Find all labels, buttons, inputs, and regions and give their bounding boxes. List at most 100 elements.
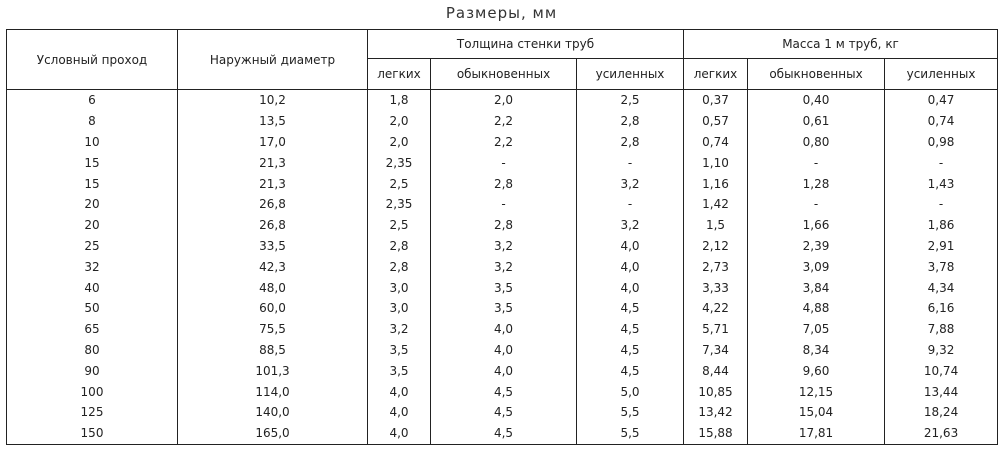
header-outer-diameter: Наружный диаметр xyxy=(177,29,368,90)
table-row: 6 10,2 1,8 2,0 2,5 0,37 0,40 0,47 xyxy=(6,89,999,111)
cell-outer-diameter: 48,0 xyxy=(177,277,368,298)
cell-wall-reinforced: 5,5 xyxy=(575,422,685,445)
cell-nominal-bore: 15 xyxy=(6,152,178,174)
cell-outer-diameter: 165,0 xyxy=(177,422,368,445)
cell-nominal-bore: 8 xyxy=(6,110,178,132)
cell-wall-ordinary: 2,8 xyxy=(430,173,577,194)
cell-nominal-bore: 32 xyxy=(6,256,178,278)
cell-outer-diameter: 101,3 xyxy=(177,360,368,382)
cell-mass-reinforced: 0,98 xyxy=(884,131,999,153)
cell-mass-ordinary: 12,15 xyxy=(747,381,886,402)
cell-mass-reinforced: 2,91 xyxy=(884,235,999,257)
cell-wall-light: 3,2 xyxy=(367,318,431,340)
cell-wall-light: 1,8 xyxy=(367,89,431,111)
cell-nominal-bore: 6 xyxy=(6,89,178,111)
cell-nominal-bore: 50 xyxy=(6,297,178,319)
cell-mass-light: 0,37 xyxy=(683,89,749,111)
cell-wall-reinforced: 5,5 xyxy=(575,401,685,423)
cell-wall-reinforced: 3,2 xyxy=(575,214,685,236)
subheader-mass-reinforced: усиленных xyxy=(884,58,999,90)
cell-mass-light: 0,74 xyxy=(683,131,749,153)
cell-mass-light: 1,10 xyxy=(683,152,749,174)
header-mass-per-meter: Масса 1 м труб, кг xyxy=(683,29,999,59)
cell-mass-ordinary: 7,05 xyxy=(747,318,886,340)
cell-mass-reinforced: 18,24 xyxy=(884,401,999,423)
cell-mass-light: 10,85 xyxy=(683,381,749,402)
table-row: 125 140,0 4,0 4,5 5,5 13,42 15,04 18,24 xyxy=(6,401,999,423)
subheader-mass-light: легких xyxy=(683,58,749,90)
cell-nominal-bore: 40 xyxy=(6,277,178,298)
cell-nominal-bore: 80 xyxy=(6,339,178,361)
cell-wall-reinforced: 4,5 xyxy=(575,318,685,340)
cell-nominal-bore: 20 xyxy=(6,214,178,236)
table-row: 90 101,3 3,5 4,0 4,5 8,44 9,60 10,74 xyxy=(6,360,999,382)
cell-mass-light: 2,73 xyxy=(683,256,749,278)
cell-wall-light: 2,0 xyxy=(367,131,431,153)
cell-mass-reinforced: 0,47 xyxy=(884,89,999,111)
cell-wall-reinforced: 4,0 xyxy=(575,277,685,298)
cell-wall-reinforced: 3,2 xyxy=(575,173,685,194)
cell-mass-light: 2,12 xyxy=(683,235,749,257)
cell-mass-reinforced: - xyxy=(884,193,999,215)
cell-wall-light: 4,0 xyxy=(367,381,431,402)
table-row: 80 88,5 3,5 4,0 4,5 7,34 8,34 9,32 xyxy=(6,339,999,361)
cell-wall-light: 2,8 xyxy=(367,235,431,257)
cell-mass-ordinary: 3,84 xyxy=(747,277,886,298)
cell-outer-diameter: 17,0 xyxy=(177,131,368,153)
cell-nominal-bore: 15 xyxy=(6,173,178,194)
cell-mass-light: 4,22 xyxy=(683,297,749,319)
cell-wall-light: 4,0 xyxy=(367,422,431,445)
cell-wall-ordinary: - xyxy=(430,193,577,215)
header-wall-thickness: Толщина стенки труб xyxy=(366,29,685,59)
cell-mass-reinforced: 9,32 xyxy=(884,339,999,361)
cell-wall-ordinary: 3,2 xyxy=(430,235,577,257)
cell-outer-diameter: 140,0 xyxy=(177,401,368,423)
cell-wall-light: 2,5 xyxy=(367,214,431,236)
subheader-wall-light: легких xyxy=(367,58,431,90)
cell-mass-reinforced: 4,34 xyxy=(884,277,999,298)
cell-mass-ordinary: 0,40 xyxy=(747,89,886,111)
cell-mass-ordinary: 4,88 xyxy=(747,297,886,319)
cell-mass-light: 3,33 xyxy=(683,277,749,298)
table-title: Размеры, мм xyxy=(445,4,558,22)
subheader-wall-reinforced: усиленных xyxy=(575,58,685,90)
cell-outer-diameter: 88,5 xyxy=(177,339,368,361)
table-row: 65 75,5 3,2 4,0 4,5 5,71 7,05 7,88 xyxy=(6,318,999,340)
cell-mass-ordinary: 0,61 xyxy=(747,110,886,132)
cell-wall-ordinary: 3,5 xyxy=(430,277,577,298)
cell-mass-reinforced: 6,16 xyxy=(884,297,999,319)
cell-outer-diameter: 60,0 xyxy=(177,297,368,319)
cell-wall-reinforced: 4,5 xyxy=(575,339,685,361)
cell-mass-reinforced: 0,74 xyxy=(884,110,999,132)
cell-wall-ordinary: 3,5 xyxy=(430,297,577,319)
table-row: 150 165,0 4,0 4,5 5,5 15,88 17,81 21,63 xyxy=(6,422,999,445)
table-row: 100 114,0 4,0 4,5 5,0 10,85 12,15 13,44 xyxy=(6,381,999,402)
cell-nominal-bore: 150 xyxy=(6,422,178,445)
cell-wall-light: 3,5 xyxy=(367,339,431,361)
cell-wall-ordinary: 4,0 xyxy=(430,339,577,361)
cell-mass-ordinary: 1,66 xyxy=(747,214,886,236)
cell-mass-light: 0,57 xyxy=(683,110,749,132)
cell-mass-ordinary: 0,80 xyxy=(747,131,886,153)
cell-nominal-bore: 10 xyxy=(6,131,178,153)
cell-wall-light: 3,5 xyxy=(367,360,431,382)
cell-wall-reinforced: 4,0 xyxy=(575,256,685,278)
cell-mass-reinforced: 1,43 xyxy=(884,173,999,194)
cell-mass-reinforced: 7,88 xyxy=(884,318,999,340)
cell-wall-ordinary: 4,5 xyxy=(430,401,577,423)
cell-mass-ordinary: 9,60 xyxy=(747,360,886,382)
table-row: 10 17,0 2,0 2,2 2,8 0,74 0,80 0,98 xyxy=(6,131,999,153)
cell-wall-reinforced: 2,5 xyxy=(575,89,685,111)
cell-wall-ordinary: 4,5 xyxy=(430,381,577,402)
cell-wall-light: 2,35 xyxy=(367,193,431,215)
cell-mass-ordinary: - xyxy=(747,193,886,215)
cell-outer-diameter: 10,2 xyxy=(177,89,368,111)
table-row: 15 21,3 2,35- -1,10- - xyxy=(6,152,999,174)
cell-nominal-bore: 25 xyxy=(6,235,178,257)
cell-outer-diameter: 21,3 xyxy=(177,152,368,174)
cell-mass-light: 1,42 xyxy=(683,193,749,215)
cell-wall-reinforced: 4,5 xyxy=(575,297,685,319)
table-row: 15 21,3 2,5 2,8 3,2 1,16 1,28 1,43 xyxy=(6,173,999,194)
cell-mass-light: 7,34 xyxy=(683,339,749,361)
cell-mass-ordinary: 2,39 xyxy=(747,235,886,257)
